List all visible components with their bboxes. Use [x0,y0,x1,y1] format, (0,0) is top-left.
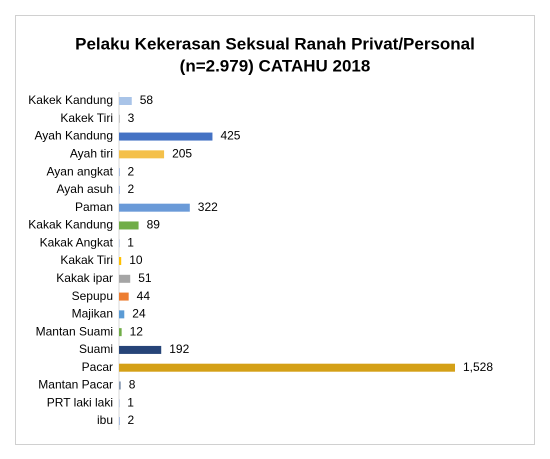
category-label: Mantan Pacar [38,378,113,392]
chart-subtitle: (n=2.979) CATAHU 2018 [180,56,371,75]
category-label: Pacar [82,360,113,374]
category-label: Kakak Tiri [60,253,113,267]
category-label: Kakek Kandung [28,93,113,107]
value-label: 89 [147,218,161,232]
value-label: 3 [128,111,135,125]
value-label: 10 [129,253,143,267]
category-label: Kakek Tiri [60,111,113,125]
bar [119,221,139,230]
value-label: 205 [172,147,192,161]
value-label: 58 [140,93,154,107]
category-label: ibu [97,413,113,427]
value-label: 192 [169,342,189,356]
bar [119,257,122,266]
bar [119,328,122,337]
category-label: Kakak Kandung [28,218,113,232]
bar [119,363,455,372]
category-label: Ayah tiri [70,147,113,161]
category-label: Majikan [72,307,113,321]
bar [119,292,129,301]
value-label: 24 [132,307,146,321]
value-label: 12 [130,324,144,338]
bar [119,345,162,354]
category-label: Kakak ipar [56,271,113,285]
bar [119,132,213,141]
value-label: 1 [127,395,134,409]
value-label: 51 [138,271,152,285]
value-label: 425 [220,129,240,143]
value-label: 2 [127,164,134,178]
value-label: 44 [137,289,151,303]
bar [119,97,132,105]
value-label: 1 [127,235,134,249]
value-label: 2 [127,413,134,427]
category-label: Sepupu [72,289,113,303]
bar [119,310,125,319]
category-label: Ayah Kandung [34,129,113,143]
value-label: 2 [127,182,134,196]
bar [119,150,165,159]
bar [119,114,120,123]
category-label: Ayah asuh [57,182,114,196]
value-label: 322 [198,200,218,214]
category-label: Mantan Suami [36,324,113,338]
bar [119,203,190,212]
category-label: Ayan angkat [47,164,114,178]
category-label: Kakak Angkat [40,235,114,249]
value-label: 1,528 [463,360,493,374]
chart-title: Pelaku Kekerasan Seksual Ranah Privat/Pe… [75,34,475,53]
category-label: Suami [79,342,113,356]
bar [119,274,131,283]
category-label: Paman [75,200,113,214]
value-label: 8 [129,378,136,392]
category-label: PRT laki laki [47,395,113,409]
bar [119,381,121,390]
chart-frame [15,15,535,445]
